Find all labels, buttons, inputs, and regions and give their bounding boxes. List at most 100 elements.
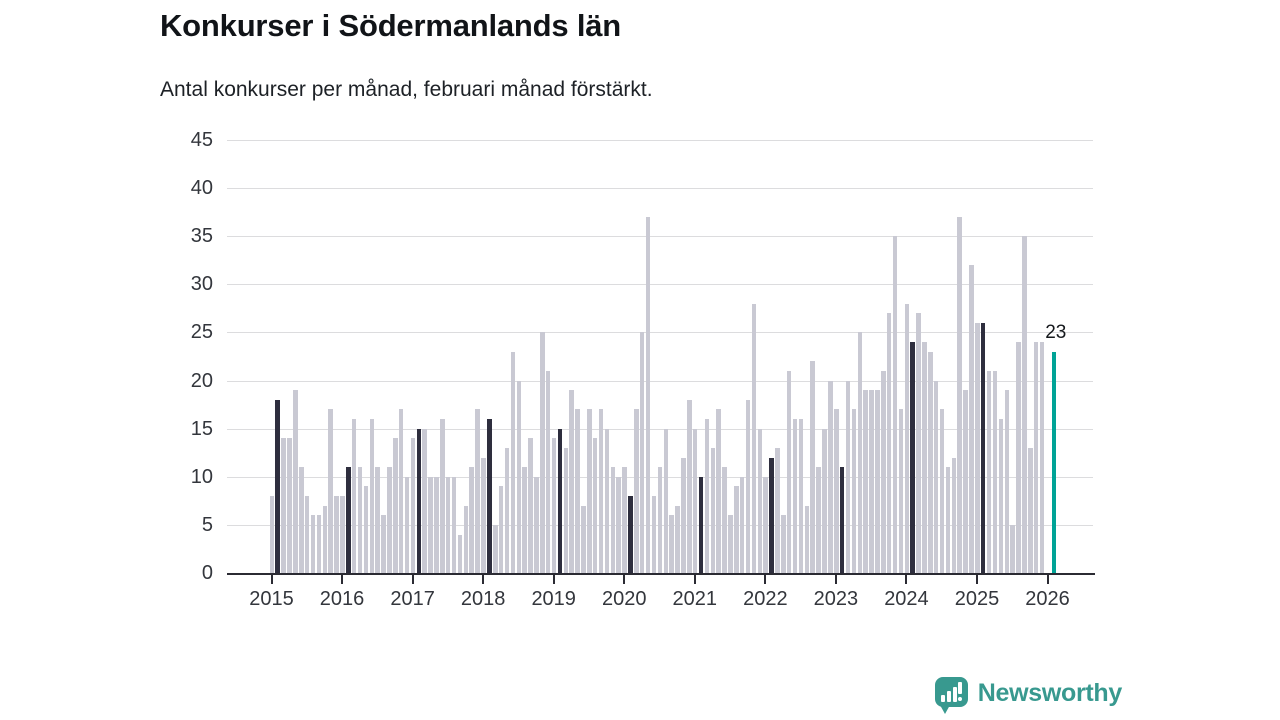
x-axis-label-2022: 2022 bbox=[743, 588, 788, 610]
bar-2020-10 bbox=[675, 505, 680, 573]
bar-2021-01 bbox=[692, 428, 698, 573]
bar-2016-12 bbox=[404, 476, 410, 573]
bar-2020-01 bbox=[622, 467, 627, 573]
bar-2021-07 bbox=[728, 515, 733, 573]
bar-2019-03 bbox=[563, 447, 569, 573]
bar-2016-02 bbox=[346, 467, 351, 573]
x-axis-label-2023: 2023 bbox=[813, 588, 859, 610]
x-axis-tick-2017 bbox=[411, 575, 414, 584]
bar-2018-03 bbox=[493, 524, 498, 573]
y-axis-label-20: 20 bbox=[190, 369, 213, 392]
bar-2019-11 bbox=[610, 467, 616, 573]
bar-2023-12 bbox=[898, 409, 904, 573]
bar-2025-03 bbox=[986, 370, 992, 573]
x-axis-tick-2019 bbox=[552, 575, 555, 584]
logo-exclamation-dot bbox=[957, 697, 962, 701]
bar-2018-04 bbox=[498, 486, 504, 573]
bar-2015-08 bbox=[310, 515, 316, 573]
bar-2018-12 bbox=[545, 370, 551, 573]
bar-2017-02 bbox=[416, 428, 422, 573]
bar-2022-06 bbox=[792, 419, 798, 573]
bar-2017-04 bbox=[428, 476, 433, 573]
x-axis-label-2019: 2019 bbox=[531, 588, 576, 610]
bar-2017-10 bbox=[463, 505, 469, 573]
bar-2019-04 bbox=[569, 390, 574, 573]
x-axis-tick-2020 bbox=[623, 575, 626, 584]
bar-2023-03 bbox=[845, 380, 851, 573]
bar-2016-06 bbox=[369, 419, 375, 573]
bar-2024-08 bbox=[945, 467, 951, 573]
y-axis-label-10: 10 bbox=[190, 465, 213, 488]
bar-2016-10 bbox=[393, 438, 398, 573]
bar-2024-02 bbox=[910, 342, 915, 573]
x-axis-tick-2018 bbox=[482, 575, 485, 584]
gridline-y-35 bbox=[227, 236, 1093, 238]
bar-2024-03 bbox=[916, 313, 921, 573]
bar-2019-06 bbox=[581, 505, 586, 573]
bar-2021-03 bbox=[704, 419, 710, 573]
bar-2024-11 bbox=[963, 390, 968, 573]
bar-2025-06 bbox=[1004, 390, 1009, 573]
bar-2020-12 bbox=[687, 399, 692, 573]
bar-2015-02 bbox=[275, 399, 280, 573]
bar-2017-03 bbox=[422, 428, 427, 573]
bar-2023-07 bbox=[869, 390, 874, 573]
bar-2023-02 bbox=[839, 467, 845, 573]
bar-2026-02 bbox=[1051, 351, 1057, 573]
bar-2020-08 bbox=[663, 428, 668, 573]
bar-2020-05 bbox=[645, 216, 651, 573]
bar-2018-05 bbox=[504, 447, 510, 573]
x-axis-label-2024: 2024 bbox=[884, 588, 929, 610]
bar-2018-01 bbox=[481, 457, 486, 573]
bar-2022-10 bbox=[816, 467, 821, 573]
bar-2020-07 bbox=[657, 467, 663, 573]
x-axis-label-2015: 2015 bbox=[249, 588, 294, 610]
bar-2017-08 bbox=[451, 476, 457, 573]
bar-2022-02 bbox=[769, 457, 774, 573]
y-axis-label-25: 25 bbox=[190, 321, 213, 344]
y-axis-label-5: 5 bbox=[201, 513, 213, 536]
logo-speech-bubble-tail bbox=[939, 705, 950, 714]
bar-2022-01 bbox=[763, 476, 768, 573]
bar-2025-09 bbox=[1022, 236, 1027, 573]
x-axis-tick-2024 bbox=[905, 575, 908, 584]
bar-2021-11 bbox=[751, 303, 757, 573]
bar-2025-08 bbox=[1016, 342, 1021, 573]
bar-2024-01 bbox=[904, 303, 910, 573]
bar-2020-02 bbox=[628, 496, 633, 573]
x-axis-tick-2025 bbox=[976, 575, 978, 584]
bar-2021-06 bbox=[722, 467, 727, 573]
bar-2017-06 bbox=[440, 419, 445, 573]
bar-2025-05 bbox=[998, 419, 1004, 573]
bar-2021-05 bbox=[716, 409, 721, 573]
bar-2019-10 bbox=[604, 428, 610, 573]
bar-2016-11 bbox=[398, 409, 404, 573]
bar-2019-08 bbox=[592, 438, 598, 573]
gridline-y-30 bbox=[227, 284, 1093, 286]
bar-2020-09 bbox=[669, 515, 674, 573]
bar-2015-05 bbox=[293, 390, 298, 573]
bar-2015-09 bbox=[316, 515, 322, 573]
gridline-y-15 bbox=[227, 428, 1093, 430]
bar-2025-12 bbox=[1039, 342, 1045, 573]
bar-2024-12 bbox=[969, 265, 974, 573]
y-axis-label-40: 40 bbox=[190, 177, 213, 200]
bar-2018-11 bbox=[540, 332, 545, 573]
bar-2024-05 bbox=[928, 351, 933, 573]
bar-2018-06 bbox=[510, 351, 516, 573]
chart-title: Konkurser i Södermanlands län bbox=[160, 8, 622, 43]
bar-2021-12 bbox=[757, 428, 763, 573]
bar-2024-04 bbox=[922, 342, 927, 573]
bar-2018-02 bbox=[487, 419, 492, 573]
x-axis-tick-2016 bbox=[341, 575, 344, 584]
y-axis-label-45: 45 bbox=[190, 129, 213, 151]
bar-2019-01 bbox=[551, 438, 557, 573]
x-axis-label-2018: 2018 bbox=[460, 588, 506, 610]
bar-2021-10 bbox=[745, 399, 751, 573]
bar-2022-11 bbox=[822, 428, 827, 573]
bar-2025-07 bbox=[1010, 524, 1015, 573]
bar-2023-10 bbox=[886, 313, 892, 573]
bar-2017-12 bbox=[475, 409, 480, 573]
bar-2016-04 bbox=[357, 467, 363, 573]
bar-2015-03 bbox=[281, 438, 286, 573]
